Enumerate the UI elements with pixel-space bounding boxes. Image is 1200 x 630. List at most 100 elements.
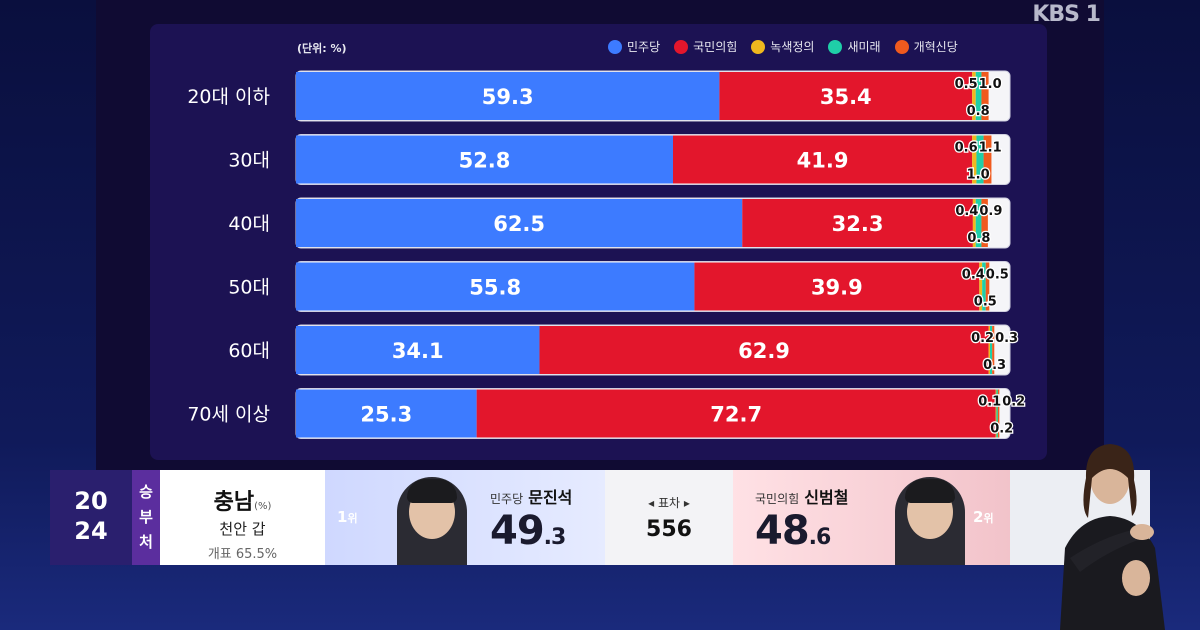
count-progress: 개표 65.5% [207, 547, 278, 562]
legend-label: 민주당 [627, 40, 661, 54]
bar-segment-1 [719, 72, 973, 120]
status-char: 처 [139, 533, 153, 551]
unit-label: (단위: %) [297, 42, 347, 55]
bar-segment-3 [990, 326, 993, 374]
legend-item: 새미래 [828, 38, 881, 55]
data-label: 39.9 [811, 276, 863, 300]
chart-legend: 민주당 국민의힘 녹색정의 새미래 개혁신당 [608, 38, 958, 55]
bar-segment-3 [976, 135, 984, 184]
data-label-small: 0.2 [971, 331, 994, 346]
bar-segment-3 [996, 389, 998, 438]
data-label-small: 0.3 [995, 331, 1018, 346]
year-bottom: 24 [74, 517, 108, 545]
bar-segment-4 [983, 135, 992, 184]
legend-item: 녹색정의 [751, 38, 814, 55]
candidate-2-name: 신범철 [804, 488, 849, 507]
status-char: 승 [139, 483, 153, 501]
bar-segment-2 [988, 326, 991, 374]
bar-segment-1 [694, 262, 980, 311]
bar-segment-1 [742, 199, 973, 247]
legend-label: 녹색정의 [770, 40, 815, 54]
data-label-small: 0.5 [955, 77, 978, 92]
legend-swatch [608, 39, 622, 54]
data-label-small: 0.8 [967, 104, 990, 119]
data-label-small: 0.4 [962, 268, 985, 283]
bar-segment-0 [296, 72, 720, 120]
candidate-1-rank: 1위 [337, 508, 358, 526]
data-label-small: 0.2 [1002, 395, 1025, 410]
legend-item: 개혁신당 [894, 38, 958, 55]
margin-value: 556 [646, 517, 692, 542]
legend-swatch [674, 39, 689, 54]
data-label: 62.5 [493, 212, 545, 236]
legend-label: 새미래 [847, 40, 881, 54]
data-label-small: 0.5 [986, 268, 1009, 283]
bar-segment-3 [982, 262, 986, 311]
legend-label: 국민의힘 [693, 40, 738, 54]
bar-segment-2 [972, 199, 976, 247]
result-lower-third: 20 24 승 부 처 충남(%) 천안 갑 개표 65.5% 1위 민주당 문… [50, 470, 1150, 565]
bar-segment-0 [296, 262, 695, 311]
candidate-1-card: 1위 민주당 문진석 49.3 [325, 470, 605, 565]
candidate-2-rank: 2위 [973, 508, 994, 526]
status-char: 부 [139, 508, 153, 526]
legend-swatch [894, 39, 909, 54]
data-label-small: 0.1 [978, 395, 1001, 410]
bar-segment-3 [975, 199, 982, 247]
data-label-small: 1.0 [967, 168, 990, 183]
data-label-small: 0.5 [974, 295, 997, 310]
data-label: 35.4 [820, 85, 872, 109]
data-label-small: 0.3 [983, 358, 1006, 373]
bar-segment-1 [476, 389, 996, 438]
data-label: 72.7 [710, 403, 762, 427]
bar-segment-4 [985, 262, 990, 311]
region-unit: (%) [254, 501, 272, 512]
category-label: 70세 이상 [187, 404, 270, 426]
legend-swatch [828, 39, 843, 54]
data-label-small: 1.1 [979, 141, 1002, 156]
district-info: 충남(%) 천안 갑 개표 65.5% [160, 470, 325, 565]
data-label: 25.3 [360, 403, 412, 427]
legend-swatch [751, 39, 766, 54]
bar-segment-2 [972, 135, 977, 184]
bar-segment-0 [296, 199, 743, 247]
bar-segment-1 [539, 326, 989, 374]
bar-segment-4 [992, 326, 995, 374]
category-label: 60대 [228, 340, 270, 362]
legend-item: 민주당 [608, 38, 660, 55]
bar-segment-0 [296, 135, 673, 184]
data-label: 55.8 [469, 276, 521, 300]
bar-segment-1 [672, 135, 973, 184]
year-top: 20 [74, 487, 108, 515]
bar-segment-0 [296, 326, 540, 374]
status-badge: 승 부 처 [132, 470, 160, 565]
data-label-small: 0.8 [967, 231, 990, 246]
arrow-left-icon: ◂ [648, 496, 655, 510]
category-label: 40대 [228, 213, 270, 235]
data-label: 59.3 [482, 85, 534, 109]
bar-segment-4 [981, 199, 988, 247]
candidate-1-name: 문진석 [528, 488, 573, 507]
data-label-small: 0.4 [955, 204, 978, 219]
bar-segment-4 [981, 72, 989, 120]
data-label-small: 0.6 [955, 141, 978, 156]
vote-margin: ◂ 표차 ▸ 556 [605, 470, 733, 565]
bar-segment-3 [975, 72, 982, 120]
data-label-small: 1.0 [979, 77, 1002, 92]
data-label: 52.8 [459, 149, 511, 173]
data-label: 34.1 [392, 339, 444, 363]
bar-segment-4 [997, 389, 1000, 438]
candidate-2-photo [895, 477, 965, 565]
legend-item: 국민의힘 [674, 38, 737, 55]
sign-language-interpreter [1060, 444, 1165, 630]
candidate-2-percent: 48.6 [755, 508, 831, 554]
data-label-small: 0.9 [979, 204, 1002, 219]
bar-segment-2 [972, 72, 976, 120]
kbs-logo: KBS 1 [1032, 2, 1101, 27]
data-label: 32.3 [832, 212, 884, 236]
data-label: 62.9 [738, 339, 790, 363]
category-label: 50대 [228, 277, 270, 299]
margin-label: 표차 [657, 496, 681, 510]
bar-segment-0 [296, 389, 477, 438]
